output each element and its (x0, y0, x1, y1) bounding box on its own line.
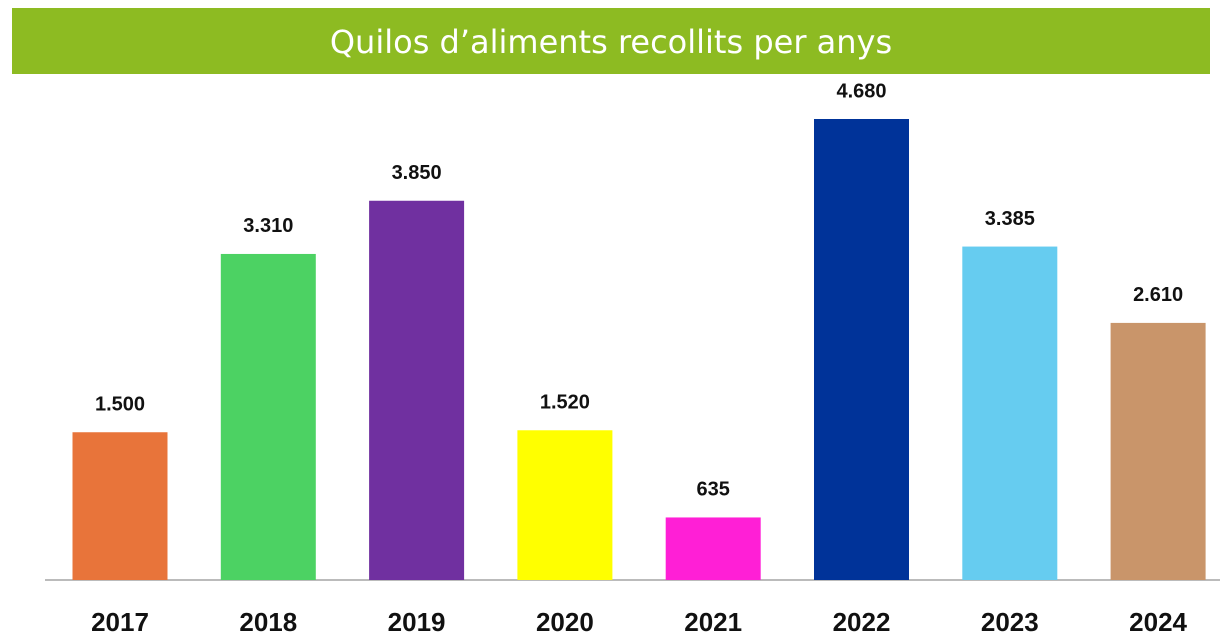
x-tick-label: 2021 (684, 607, 742, 637)
bar (1110, 322, 1206, 580)
bar (72, 432, 168, 580)
value-label: 3.310 (243, 215, 293, 237)
bar (814, 119, 909, 580)
bar (665, 517, 761, 580)
value-label: 3.385 (985, 208, 1035, 230)
bar (517, 430, 613, 580)
bar (220, 253, 316, 580)
x-tick-label: 2022 (833, 607, 891, 637)
x-tick-label: 2020 (536, 607, 594, 637)
value-label: 2.610 (1133, 284, 1183, 306)
value-label: 1.500 (95, 394, 145, 416)
value-label: 635 (697, 479, 730, 501)
chart-title: Quilos d’aliments recollits per anys (330, 23, 892, 61)
x-tick-label: 2023 (981, 607, 1039, 637)
value-label: 3.850 (392, 162, 442, 184)
x-tick-label: 2018 (239, 607, 297, 637)
x-tick-label: 2017 (91, 607, 149, 637)
bar (369, 200, 465, 580)
value-label: 1.520 (540, 392, 590, 414)
value-label: 4.680 (836, 80, 886, 102)
x-tick-label: 2024 (1129, 607, 1187, 637)
bar (962, 246, 1058, 580)
x-tick-label: 2019 (388, 607, 446, 637)
title-banner (12, 8, 1210, 74)
